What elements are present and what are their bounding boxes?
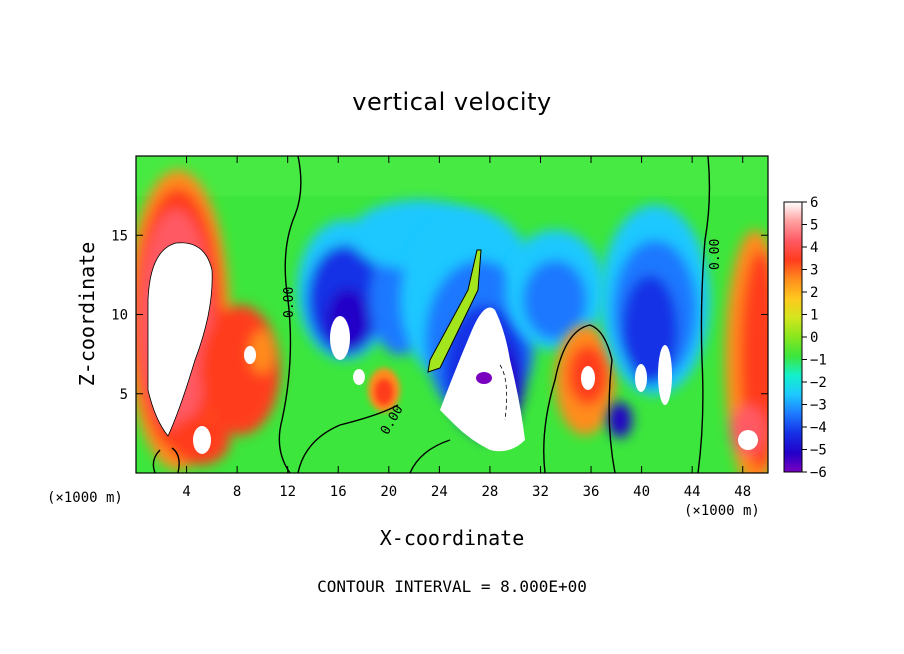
- x-tick-label: 48: [734, 484, 751, 500]
- x-axis: 4 8 12 16 20 24 28 32 36 40 44 48: [182, 156, 751, 500]
- x-tick-label: 32: [532, 484, 549, 500]
- colorbar-tick-label: 5: [810, 218, 818, 234]
- chart-title: vertical velocity: [352, 88, 552, 116]
- y-axis: 5 10 15: [111, 228, 768, 403]
- x-tick-label: 36: [583, 484, 600, 500]
- y-tick-label: 5: [120, 387, 128, 403]
- x-axis-label: X-coordinate: [379, 526, 525, 550]
- colorbar-tick-label: −3: [810, 398, 827, 414]
- x-tick-label: 44: [684, 484, 701, 500]
- colorbar: 6 5 4 3 2 1 0 −1 −2 −3 −4 −5 −6: [783, 195, 827, 481]
- contour-label: 0.00: [708, 238, 723, 270]
- y-tick-label: 10: [111, 308, 128, 324]
- colorbar-tick-label: 3: [810, 263, 818, 279]
- heatmap-field: [136, 156, 768, 473]
- x-tick-label: 28: [481, 484, 498, 500]
- x-tick-label: 16: [330, 484, 347, 500]
- colorbar-tick-label: −1: [810, 353, 827, 369]
- y-tick-label: 15: [111, 228, 128, 244]
- x-tick-label: 24: [431, 484, 448, 500]
- colorbar-tick-label: −2: [810, 375, 827, 391]
- x-tick-label: 12: [279, 484, 296, 500]
- x-tick-label: 4: [182, 484, 190, 500]
- y-axis-label: Z-coordinate: [75, 241, 99, 387]
- contour-interval-note: CONTOUR INTERVAL = 8.000E+00: [317, 577, 587, 596]
- x-tick-label: 8: [233, 484, 241, 500]
- colorbar-tick-label: 4: [810, 240, 818, 256]
- contour-label: 0.00: [282, 286, 297, 318]
- colorbar-tick-label: 0: [810, 330, 818, 346]
- colorbar-tick-label: 1: [810, 308, 818, 324]
- x-unit-label-right: (×1000 m): [684, 503, 760, 519]
- colorbar-tick-label: 6: [810, 195, 818, 211]
- x-unit-label-left: (×1000 m): [47, 490, 123, 506]
- colorbar-tick-label: −4: [810, 420, 827, 436]
- x-tick-label: 20: [380, 484, 397, 500]
- x-tick-label: 40: [633, 484, 650, 500]
- colorbar-tick-label: 2: [810, 285, 818, 301]
- colorbar-tick-label: −6: [810, 465, 827, 481]
- colorbar-tick-label: −5: [810, 443, 827, 459]
